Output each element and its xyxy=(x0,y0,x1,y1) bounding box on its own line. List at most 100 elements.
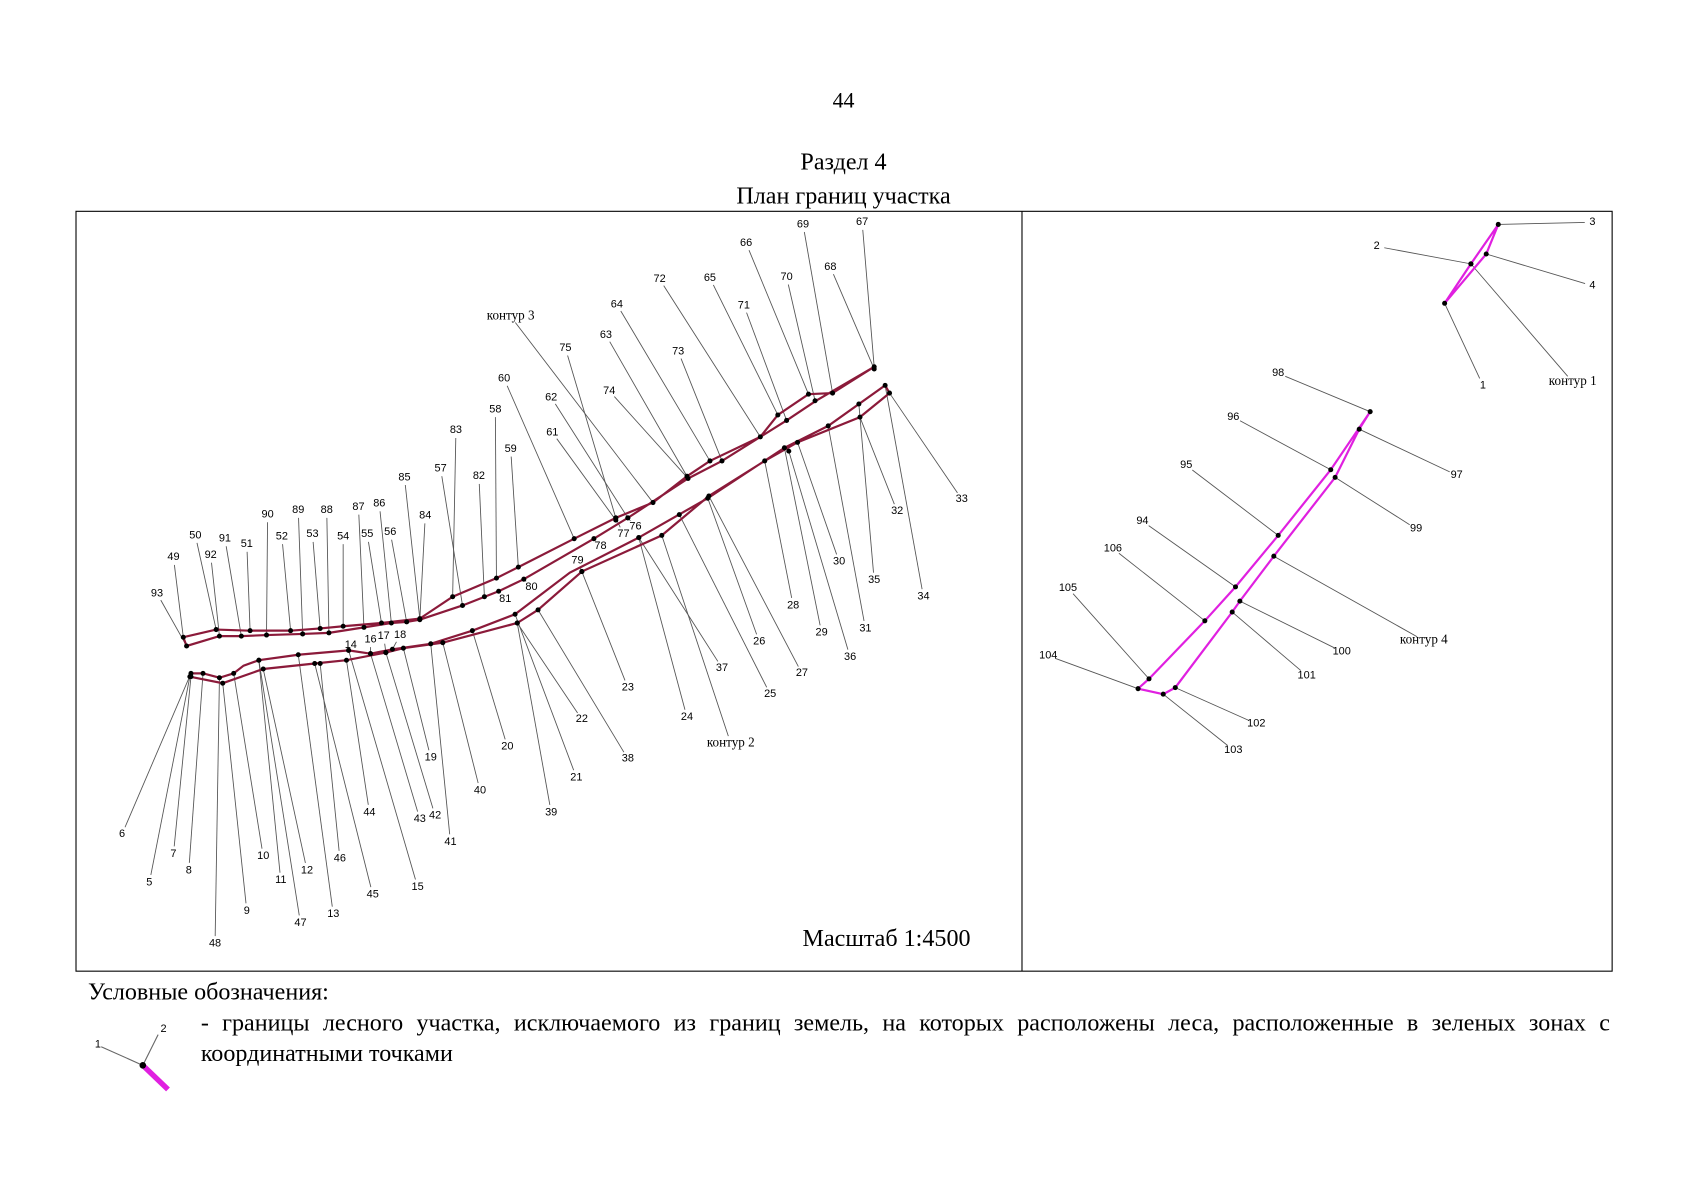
boundary-point xyxy=(295,652,301,658)
point-label: 63 xyxy=(600,329,612,341)
leader-line xyxy=(214,677,220,937)
boundary-point xyxy=(856,401,862,407)
leader-line xyxy=(746,312,788,421)
point-label: 75 xyxy=(559,342,571,354)
leader-line xyxy=(478,483,485,597)
boundary-point xyxy=(400,645,406,651)
boundary-point xyxy=(459,602,466,608)
leader-line xyxy=(404,484,421,619)
leader-line xyxy=(1486,253,1586,284)
point-label: 67 xyxy=(856,216,868,228)
point-label: 91 xyxy=(219,533,231,545)
boundary-point xyxy=(521,576,527,582)
boundary-point xyxy=(1328,467,1334,473)
point-label: 53 xyxy=(306,528,318,540)
point-label: 36 xyxy=(844,651,856,663)
boundary-point xyxy=(450,594,456,600)
point-label: 49 xyxy=(167,551,179,563)
point-label: 26 xyxy=(753,635,765,647)
leader-line xyxy=(556,438,617,521)
point-label: 102 xyxy=(1247,718,1265,730)
point-label: 46 xyxy=(334,852,346,864)
leader-line xyxy=(859,416,895,505)
boundary-point xyxy=(706,493,712,499)
point-label: 44 xyxy=(363,806,375,818)
point-label: 97 xyxy=(1451,469,1463,481)
point-label: 41 xyxy=(444,836,456,848)
leader-line xyxy=(609,341,688,477)
leader-line xyxy=(282,544,292,631)
leader-line xyxy=(441,476,463,606)
point-label: 98 xyxy=(1272,367,1284,379)
point-label: 1 xyxy=(1480,379,1486,391)
boundary-point xyxy=(180,634,186,640)
boundary-point xyxy=(378,620,385,626)
legend-leader xyxy=(142,1034,159,1066)
leader-line xyxy=(862,229,875,367)
boundary-point xyxy=(496,588,502,594)
scale: Масштаб 1:4500 xyxy=(803,926,971,952)
boundary-point xyxy=(1275,532,1281,538)
contour-label: контур 3 xyxy=(487,307,535,322)
boundary-point xyxy=(404,619,410,625)
point-label: 23 xyxy=(622,681,634,693)
point-label: 64 xyxy=(611,298,623,310)
point-label: 34 xyxy=(917,591,929,603)
boundary-point xyxy=(389,646,395,652)
point-label: 8 xyxy=(186,864,192,876)
leader-line xyxy=(1384,247,1471,265)
point-label: 103 xyxy=(1224,744,1242,756)
leader-line xyxy=(581,571,626,681)
point-label: 77 xyxy=(617,528,629,540)
leader-line xyxy=(430,643,451,835)
point-label: 104 xyxy=(1039,650,1057,662)
boundary-point xyxy=(871,366,877,372)
leader-line xyxy=(708,495,799,667)
boundary-point xyxy=(440,640,446,646)
boundary-point xyxy=(825,423,831,429)
boundary-point xyxy=(830,390,836,396)
point-label: 10 xyxy=(257,850,269,862)
point-label: 105 xyxy=(1059,582,1077,594)
boundary-point xyxy=(493,575,499,581)
leader-line xyxy=(638,537,719,662)
leader-line xyxy=(222,683,247,904)
leader-line xyxy=(1231,611,1302,671)
point-label: 66 xyxy=(740,237,752,249)
boundary-point xyxy=(417,617,423,623)
point-label: 39 xyxy=(545,806,557,818)
boundary-point xyxy=(676,512,682,518)
leader-line xyxy=(748,249,809,395)
point-label: 101 xyxy=(1298,669,1316,681)
leader-line xyxy=(833,274,875,370)
point-label: 74 xyxy=(603,385,615,397)
legend-text-box: - границы лесного участка, исключаемого … xyxy=(201,1008,1610,1066)
point-label: 40 xyxy=(474,784,486,796)
leader-line xyxy=(246,551,251,631)
boundary-point xyxy=(719,458,725,464)
boundary-point xyxy=(757,434,763,440)
boundary-point xyxy=(317,660,323,667)
point-label: 33 xyxy=(956,493,968,505)
boundary-point xyxy=(625,515,631,521)
point-label: 100 xyxy=(1333,645,1351,657)
boundary-point xyxy=(636,535,642,541)
boundary-point xyxy=(469,628,475,634)
leader-line xyxy=(258,660,300,916)
leader-line xyxy=(225,546,242,637)
boundary-point xyxy=(1468,261,1474,267)
boundary-point xyxy=(216,633,222,639)
leader-line xyxy=(764,460,793,599)
leader-line xyxy=(1055,658,1139,690)
leader-line xyxy=(348,650,416,880)
leader-line xyxy=(1162,693,1228,746)
point-label: 85 xyxy=(398,471,410,483)
contour-2 xyxy=(188,383,891,685)
boundary-point xyxy=(784,417,790,423)
leader-line xyxy=(884,385,923,590)
legend-line xyxy=(140,1063,170,1092)
boundary-point xyxy=(368,651,374,657)
leader-line xyxy=(514,614,575,771)
point-label: 21 xyxy=(570,771,582,783)
